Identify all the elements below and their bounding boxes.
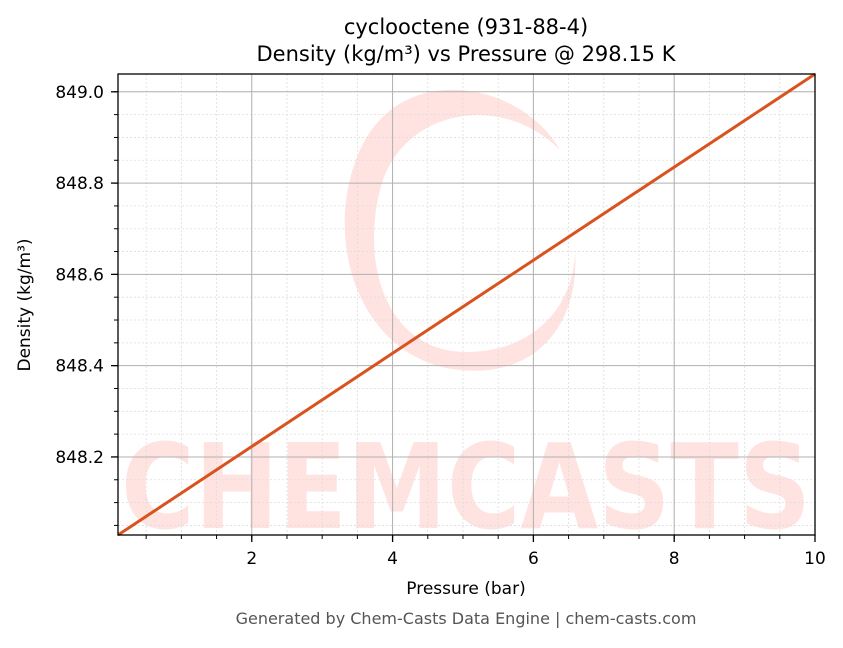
density-series-line [117,72,816,537]
y-tick-label: 848.4 [55,357,104,377]
x-axis-ticks: 2 4 6 8 10 [145,535,826,569]
chart-subtitle: Density (kg/m³) vs Pressure @ 298.15 K [256,42,676,66]
y-axis-label: Density (kg/m³) [15,238,35,371]
y-tick-label: 848.8 [55,174,104,194]
x-tick-label: 4 [387,549,398,569]
y-tick-label: 848.6 [55,265,104,285]
x-tick-label: 10 [804,549,826,569]
x-tick-label: 6 [528,549,539,569]
x-tick-label: 2 [246,549,257,569]
footer-credit: Generated by Chem-Casts Data Engine | ch… [236,609,697,628]
axes-frame [117,73,816,536]
y-tick-label: 848.2 [55,448,104,468]
x-tick-label: 8 [669,549,680,569]
watermark-logo: CHEMCASTS [121,89,811,556]
y-axis-ticks: 848.2 848.4 848.6 848.8 849.0 [55,83,118,526]
chart-title: cyclooctene (931-88-4) [344,15,588,39]
watermark-text: CHEMCASTS [121,418,811,556]
x-axis-label: Pressure (bar) [406,579,525,599]
y-tick-label: 849.0 [55,83,104,103]
